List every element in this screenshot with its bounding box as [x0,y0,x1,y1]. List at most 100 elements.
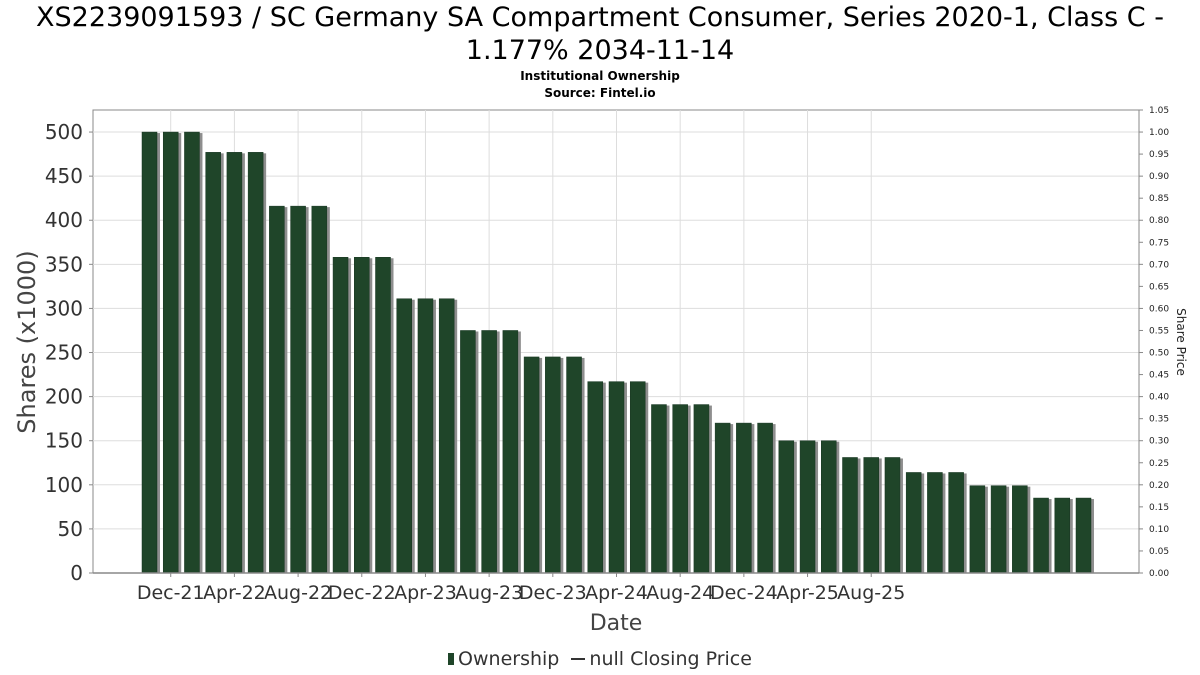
ownership-bar [311,205,328,574]
ownership-bar [290,205,306,574]
ownership-bar [460,330,476,574]
x-tick-label: Dec-23 [519,582,587,604]
y2-tick-label: 0.60 [1149,304,1169,314]
y-tick-label: 350 [45,252,83,276]
ownership-bar [269,205,285,574]
ownership-bar [523,356,540,574]
y2-tick-label: 0.05 [1149,547,1169,557]
ownership-bar [651,404,667,574]
y-tick-label: 500 [45,120,83,144]
ownership-bar [1075,497,1092,574]
y2-tick-label: 0.50 [1149,349,1169,359]
y2-tick-label: 0.40 [1149,393,1169,403]
y2-tick-label: 0.00 [1149,569,1169,579]
y2-tick-label: 0.85 [1149,194,1169,204]
legend-item-ownership[interactable]: Ownership [448,648,559,670]
y2-tick-label: 0.70 [1149,260,1169,270]
x-tick-label: Dec-24 [710,582,778,604]
ownership-bar [693,404,710,574]
ownership-bar [714,422,731,574]
x-tick-label: Dec-22 [328,582,396,604]
legend-price-label: null Closing Price [589,647,752,670]
y2-tick-label: 0.75 [1149,238,1169,248]
ownership-bar [672,404,688,574]
ownership-bar [736,422,752,574]
ownership-bar [821,440,837,574]
y2-axis-label: Share Price [1174,308,1188,376]
x-axis-label: Date [590,611,643,636]
ownership-swatch-icon [448,653,455,665]
ownership-bar [905,472,922,574]
y2-tick-label: 0.90 [1149,172,1169,182]
ownership-bar [948,472,964,574]
ownership-bar [184,131,200,574]
y-tick-label: 200 [45,385,83,409]
y2-tick-label: 0.45 [1149,371,1169,381]
legend-item-price[interactable]: null Closing Price [565,648,752,670]
legend: Ownership null Closing Price [0,647,1200,670]
ownership-bar [226,152,243,574]
ownership-bar [778,440,795,574]
y2-tick-label: 1.05 [1149,106,1169,116]
y-tick-label: 250 [45,341,83,365]
y-tick-label: 0 [70,561,83,585]
ownership-bar [481,330,497,574]
x-tick-label: Aug-22 [264,582,332,604]
y-axis-label: Shares (x1000) [13,250,41,433]
y2-tick-label: 1.00 [1149,128,1169,138]
y2-tick-label: 0.55 [1149,326,1169,336]
chart-subtitle: Institutional Ownership [520,69,680,83]
ownership-bar [141,131,158,574]
y2-tick-label: 0.20 [1149,481,1169,491]
y2-tick-label: 0.95 [1149,150,1169,160]
x-tick-label: Aug-23 [455,582,523,604]
ownership-bar [608,381,625,574]
y2-tick-label: 0.15 [1149,503,1169,513]
ownership-bar [566,356,582,574]
y-tick-label: 50 [58,517,83,541]
y-tick-label: 150 [45,429,83,453]
ownership-bar [757,422,773,574]
y-tick-label: 300 [45,296,83,320]
price-line-icon [571,658,586,660]
legend-ownership-label: Ownership [458,647,560,670]
ownership-bar [587,381,604,574]
ownership-bar [417,298,434,574]
x-tick-label: Apr-25 [776,582,839,604]
ownership-bar [884,457,901,574]
ownership-bar [247,152,264,574]
ownership-bar [438,298,455,574]
ownership-chart: 0 50 100 150 200 250 300 350 400 450 500 0.00 0.05 0.… [13,106,1188,636]
y2-tick-label: 0.10 [1149,525,1169,535]
ownership-bar [396,298,412,574]
x-tick-label: Apr-23 [394,582,457,604]
ownership-bar [332,257,349,574]
ownership-bar [375,257,391,574]
ownership-bar [927,472,943,574]
y2-tick-label: 0.25 [1149,459,1169,469]
ownership-bar [1033,497,1049,574]
x-tick-label: Aug-25 [837,582,905,604]
x-tick-label: Aug-24 [646,582,714,604]
ownership-bar [863,457,879,574]
x-tick-label: Apr-24 [585,582,648,604]
y-tick-label: 100 [45,473,83,497]
y2-tick-label: 0.65 [1149,282,1169,292]
y2-tick-label: 0.30 [1149,437,1169,447]
ownership-bar [545,356,561,574]
x-tick-label: Apr-22 [203,582,266,604]
ownership-bar [842,457,858,574]
axes-layer: 0 50 100 150 200 250 300 350 400 450 500 0.00 0.05 0.… [45,106,1170,604]
chart-source: Source: Fintel.io [544,86,656,100]
ownership-bar [205,152,221,574]
ownership-bar [502,330,519,574]
ownership-bar [1054,497,1071,574]
ownership-bar [162,131,179,574]
y-tick-label: 400 [45,208,83,232]
ownership-bar [629,381,646,574]
ownership-bar [799,440,816,574]
ownership-bar [969,485,986,574]
ownership-bar [990,485,1007,574]
ownership-bar [354,257,370,574]
bars-layer [141,131,1094,574]
